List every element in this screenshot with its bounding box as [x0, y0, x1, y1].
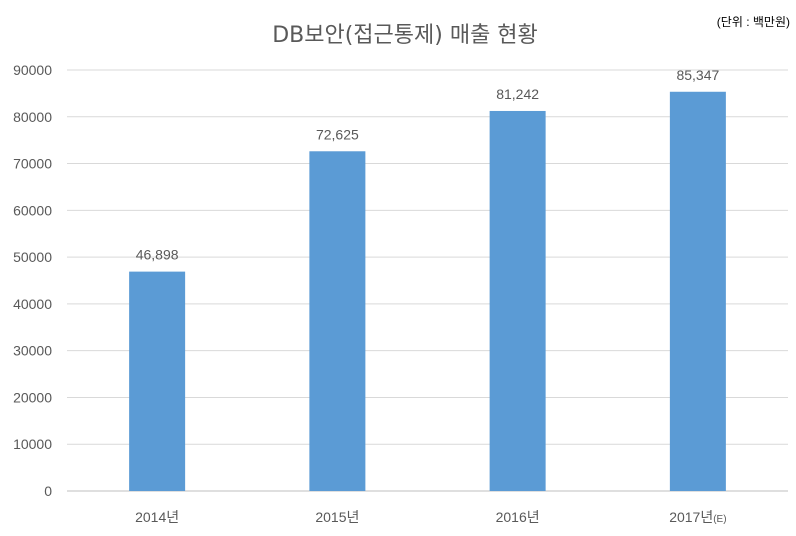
bar	[129, 271, 186, 491]
y-tick-label: 40000	[13, 296, 52, 312]
y-tick-label: 30000	[13, 343, 52, 359]
x-axis-ticks: 2014년 2015년 2016년 2017년(E)	[135, 509, 726, 525]
data-label: 81,242	[496, 86, 539, 102]
y-tick-label: 80000	[13, 109, 52, 125]
data-label: 46,898	[136, 247, 179, 263]
data-label: 85,347	[676, 67, 719, 83]
x-tick-category: 2016년	[496, 509, 540, 525]
data-label: 72,625	[316, 126, 359, 142]
gridlines	[67, 69, 788, 492]
x-tick-category: 2014년	[135, 509, 179, 525]
y-axis-ticks: 0 10000 20000 30000 40000 50000 60000 70000 8000…	[13, 62, 52, 499]
y-tick-label: 60000	[13, 202, 52, 218]
unit-note: (단위 : 백만원)	[717, 15, 790, 29]
x-tick-suffix: (E)	[713, 514, 726, 525]
bar	[669, 91, 726, 492]
bars	[129, 91, 726, 492]
chart-title: DB보안(접근통제) 매출 현황	[272, 23, 538, 48]
bar	[309, 151, 366, 492]
x-tick-label: 2014년	[135, 509, 179, 525]
y-tick-label: 0	[44, 483, 52, 499]
bar	[489, 110, 546, 491]
data-labels: 46,898 72,625 81,242 85,347	[136, 67, 720, 263]
x-tick-label: 2017년(E)	[669, 509, 726, 525]
x-tick-label: 2016년	[496, 509, 540, 525]
x-tick-label: 2015년	[315, 509, 359, 525]
y-tick-label: 90000	[13, 62, 52, 78]
x-tick-category: 2015년	[315, 509, 359, 525]
y-tick-label: 50000	[13, 249, 52, 265]
y-tick-label: 10000	[13, 436, 52, 452]
y-tick-label: 70000	[13, 156, 52, 172]
y-tick-label: 20000	[13, 389, 52, 405]
x-tick-category: 2017년	[669, 509, 713, 525]
